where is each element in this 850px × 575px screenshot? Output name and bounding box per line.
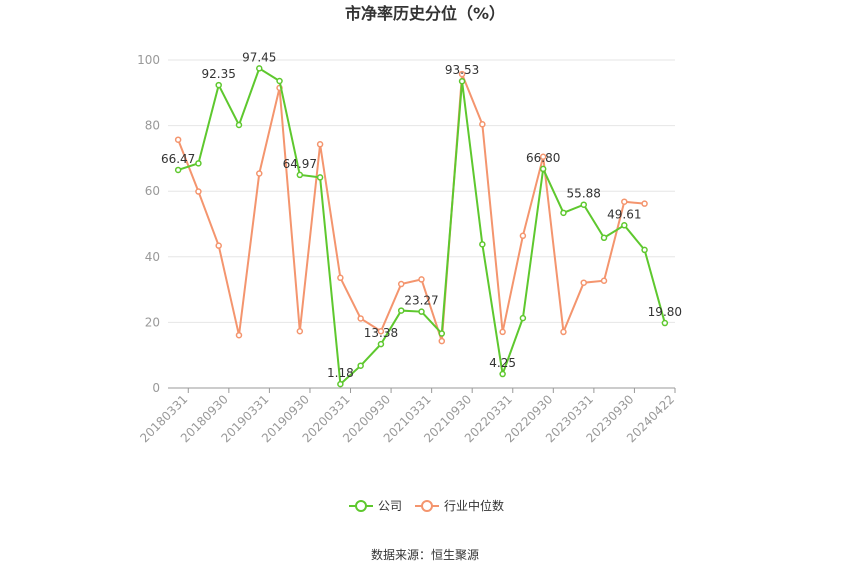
data-point[interactable]	[195, 160, 202, 167]
data-label: 92.35	[202, 67, 236, 81]
series-layer	[174, 65, 669, 388]
data-point[interactable]	[580, 279, 587, 286]
legend-label-industry-median: 行业中位数	[444, 498, 504, 513]
data-point[interactable]	[296, 328, 304, 335]
data-point[interactable]	[296, 171, 304, 179]
legend[interactable]: 公司 行业中位数	[349, 498, 504, 513]
data-point[interactable]	[235, 121, 243, 129]
data-label: 64.97	[283, 157, 317, 171]
data-point[interactable]	[215, 242, 222, 249]
data-point[interactable]	[418, 276, 425, 283]
data-label: 97.45	[242, 50, 276, 64]
data-point[interactable]	[600, 277, 608, 284]
y-tick-label: 80	[145, 119, 160, 133]
data-point[interactable]	[195, 188, 202, 195]
y-tick-label: 100	[137, 53, 160, 67]
data-point[interactable]	[499, 370, 506, 378]
data-point[interactable]	[256, 170, 263, 177]
data-point[interactable]	[316, 141, 324, 148]
data-point[interactable]	[580, 201, 587, 208]
data-point[interactable]	[377, 328, 385, 335]
data-point[interactable]	[519, 232, 527, 240]
data-point[interactable]	[641, 246, 648, 254]
data-point[interactable]	[458, 77, 466, 85]
data-label: 55.88	[567, 187, 601, 201]
data-point[interactable]	[337, 274, 344, 282]
data-label: 66.80	[526, 151, 560, 165]
data-point[interactable]	[256, 65, 263, 72]
data-point[interactable]	[418, 308, 425, 315]
data-point[interactable]	[337, 380, 344, 388]
data-point[interactable]	[458, 70, 466, 78]
data-point[interactable]	[621, 222, 628, 229]
data-point[interactable]	[357, 315, 364, 322]
y-tick-label: 0	[152, 381, 160, 395]
data-point[interactable]	[397, 307, 405, 314]
data-point[interactable]	[377, 340, 385, 348]
data-point[interactable]	[438, 337, 446, 345]
y-axis: 0 20 40 60 80 100	[137, 53, 160, 395]
data-point[interactable]	[235, 331, 243, 339]
data-label: 4.25	[489, 356, 516, 370]
grid-lines	[168, 59, 675, 323]
data-point[interactable]	[560, 209, 567, 217]
legend-label-company: 公司	[378, 499, 402, 513]
data-point[interactable]	[174, 166, 182, 174]
data-point[interactable]	[397, 280, 405, 288]
data-labels: 66.47 92.35 97.45 64.97 1.18 13.38 23.27 93.53 4…	[161, 50, 682, 380]
legend-item-company[interactable]: 公司	[349, 499, 402, 513]
data-label: 49.61	[607, 207, 641, 221]
series-line	[177, 66, 666, 387]
data-point[interactable]	[621, 198, 628, 205]
data-label: 13.38	[364, 326, 398, 340]
series-line	[177, 73, 645, 342]
data-label: 19.80	[648, 305, 682, 319]
data-point[interactable]	[215, 81, 222, 89]
data-point[interactable]	[499, 328, 506, 336]
y-tick-label: 20	[145, 315, 160, 329]
data-point[interactable]	[438, 330, 446, 337]
data-point[interactable]	[519, 314, 527, 322]
data-point[interactable]	[539, 165, 547, 173]
data-point[interactable]	[539, 153, 547, 161]
data-label: 93.53	[445, 63, 479, 77]
data-point[interactable]	[276, 77, 283, 85]
x-axis: 2018033120180930201903312019093020200331…	[137, 387, 677, 445]
data-point[interactable]	[357, 362, 364, 369]
data-point[interactable]	[600, 234, 608, 242]
y-tick-label: 60	[145, 184, 160, 198]
series-company	[174, 65, 669, 388]
data-point[interactable]	[661, 319, 669, 327]
data-label: 1.18	[327, 366, 354, 380]
data-point[interactable]	[479, 241, 486, 248]
legend-item-industry-median[interactable]: 行业中位数	[415, 498, 504, 513]
y-tick-label: 40	[145, 250, 160, 264]
source-note: 数据来源：恒生聚源	[371, 547, 479, 562]
data-label: 23.27	[404, 294, 438, 308]
data-point[interactable]	[560, 328, 567, 336]
data-point[interactable]	[479, 121, 486, 128]
data-point[interactable]	[174, 136, 182, 143]
data-point[interactable]	[316, 174, 324, 181]
series-industry-median	[174, 70, 648, 345]
chart-title: 市净率历史分位（%）	[345, 4, 505, 23]
data-point[interactable]	[641, 200, 648, 207]
data-label: 66.47	[161, 152, 195, 166]
